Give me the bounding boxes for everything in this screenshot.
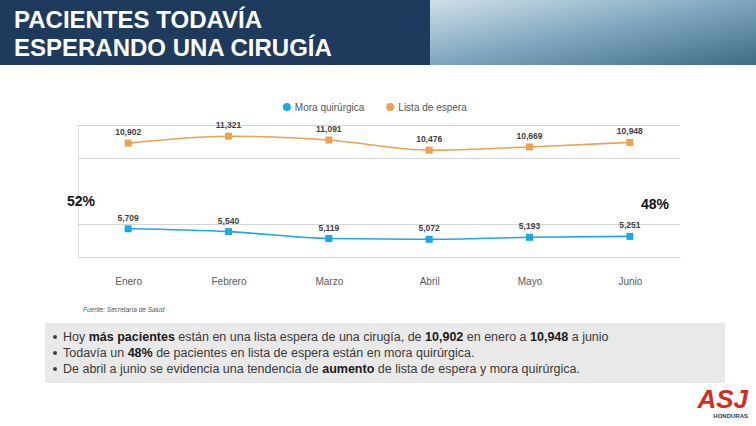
header-banner — [0, 0, 430, 65]
x-tick-label: Junio — [618, 276, 642, 287]
marker — [626, 139, 633, 146]
x-axis-line — [79, 257, 681, 258]
series-marks — [125, 133, 634, 243]
data-label: 5,072 — [419, 223, 441, 233]
bullet — [53, 367, 57, 371]
x-tick: Junio — [618, 276, 642, 287]
data-label: 5,119 — [318, 223, 339, 233]
x-tick: Marzo — [315, 276, 343, 287]
x-tick: Abril — [420, 276, 440, 287]
title-line: ESPERANDO UNA CIRUGÍA — [14, 34, 332, 61]
data-label: 5,540 — [218, 216, 240, 226]
legend-label: Mora quirúrgica — [295, 102, 365, 113]
series-line — [128, 229, 630, 240]
data-label: 10,476 — [416, 134, 442, 144]
data-label: 5,251 — [619, 220, 641, 230]
gridline — [78, 224, 680, 225]
gridline — [78, 125, 680, 126]
marker — [526, 234, 533, 241]
y-tick — [78, 125, 680, 126]
note-segment: 10,948 — [530, 330, 568, 344]
legend-item: Mora quirúrgica — [283, 102, 365, 113]
bullet — [53, 335, 57, 339]
legend-label: Lista de espera — [398, 102, 467, 113]
note-segment: más pacientes — [89, 330, 175, 344]
data-label: 5,193 — [519, 221, 541, 231]
x-tick-label: Febrero — [211, 276, 246, 287]
note: De abril a junio se evidencia una tenden… — [63, 362, 580, 376]
title-line: PACIENTES TODAVÍA — [14, 6, 262, 33]
title: PACIENTES TODAVÍAESPERANDO UNA CIRUGÍA — [14, 6, 332, 61]
data-label: 5,709 — [118, 213, 140, 223]
note-segment: están en una lista espera de una cirugía… — [175, 330, 425, 344]
data-labels: 5,709 5,540 5,119 5,072 5,193 5,251 10,902 11,3… — [115, 120, 643, 233]
marker — [426, 236, 433, 243]
annotation: 52% — [67, 193, 96, 209]
y-tick — [78, 257, 680, 258]
note: Todavía un 48% de pacientes en lista de … — [63, 346, 474, 360]
data-label: 10,902 — [115, 127, 141, 137]
data-label: 10,669 — [517, 131, 543, 141]
marker — [426, 147, 433, 154]
note-segment: aumento — [322, 362, 374, 376]
marker — [225, 228, 232, 235]
slide: PACIENTES TODAVÍAESPERANDO UNA CIRUGÍA Mo… — [0, 0, 756, 426]
source: Fuente: Secretaría de Salud — [83, 306, 165, 313]
x-tick: Mayo — [518, 276, 543, 287]
x-tick-label: Enero — [115, 276, 142, 287]
x-tick-label: Abril — [420, 276, 440, 287]
x-axis: Enero Febrero Marzo Abril Mayo Junio — [79, 258, 681, 288]
logo-subtext: HONDURAS — [713, 413, 748, 419]
legend-swatch — [386, 103, 394, 111]
notes-box — [45, 323, 725, 383]
y-axis — [78, 126, 680, 258]
legend: Mora quirúrgica Lista de espera — [283, 102, 467, 113]
marker — [325, 136, 332, 143]
y-axis-line — [78, 126, 79, 258]
y-tick — [78, 158, 680, 159]
logo: ASJ — [696, 384, 748, 414]
marker — [626, 233, 633, 240]
data-label: 10,948 — [617, 126, 643, 136]
note-segment: de lista de espera y mora quirúrgica. — [374, 362, 580, 376]
bullet — [53, 351, 57, 355]
annotation: 48% — [641, 196, 670, 212]
note-segment: 48% — [128, 346, 153, 360]
note-segment: Todavía un — [63, 346, 128, 360]
legend-item: Lista de espera — [386, 102, 467, 113]
note-segment: de pacientes en lista de espera están en… — [153, 346, 475, 360]
marker — [325, 235, 332, 242]
gridline — [78, 158, 680, 159]
x-tick: Enero — [115, 276, 142, 287]
data-label: 11,091 — [316, 124, 342, 134]
x-tick: Febrero — [211, 276, 246, 287]
marker — [125, 225, 132, 232]
note-segment: en enero a — [463, 330, 530, 344]
header-photo — [430, 0, 756, 65]
marker — [125, 140, 132, 147]
x-tick-label: Mayo — [518, 276, 543, 287]
gridline — [78, 257, 680, 258]
series-line — [128, 136, 630, 150]
note-segment: 10,902 — [425, 330, 463, 344]
note: Hoy más pacientes están en una lista esp… — [63, 330, 609, 344]
note-segment: Hoy — [63, 330, 89, 344]
y-tick — [78, 224, 680, 225]
note-segment: De abril a junio se evidencia una tenden… — [63, 362, 322, 376]
marker — [526, 143, 533, 150]
data-label: 11,321 — [216, 120, 242, 130]
note-segment: a junio — [568, 330, 608, 344]
x-tick-label: Marzo — [315, 276, 343, 287]
legend-swatch — [283, 103, 291, 111]
marker — [225, 133, 232, 140]
